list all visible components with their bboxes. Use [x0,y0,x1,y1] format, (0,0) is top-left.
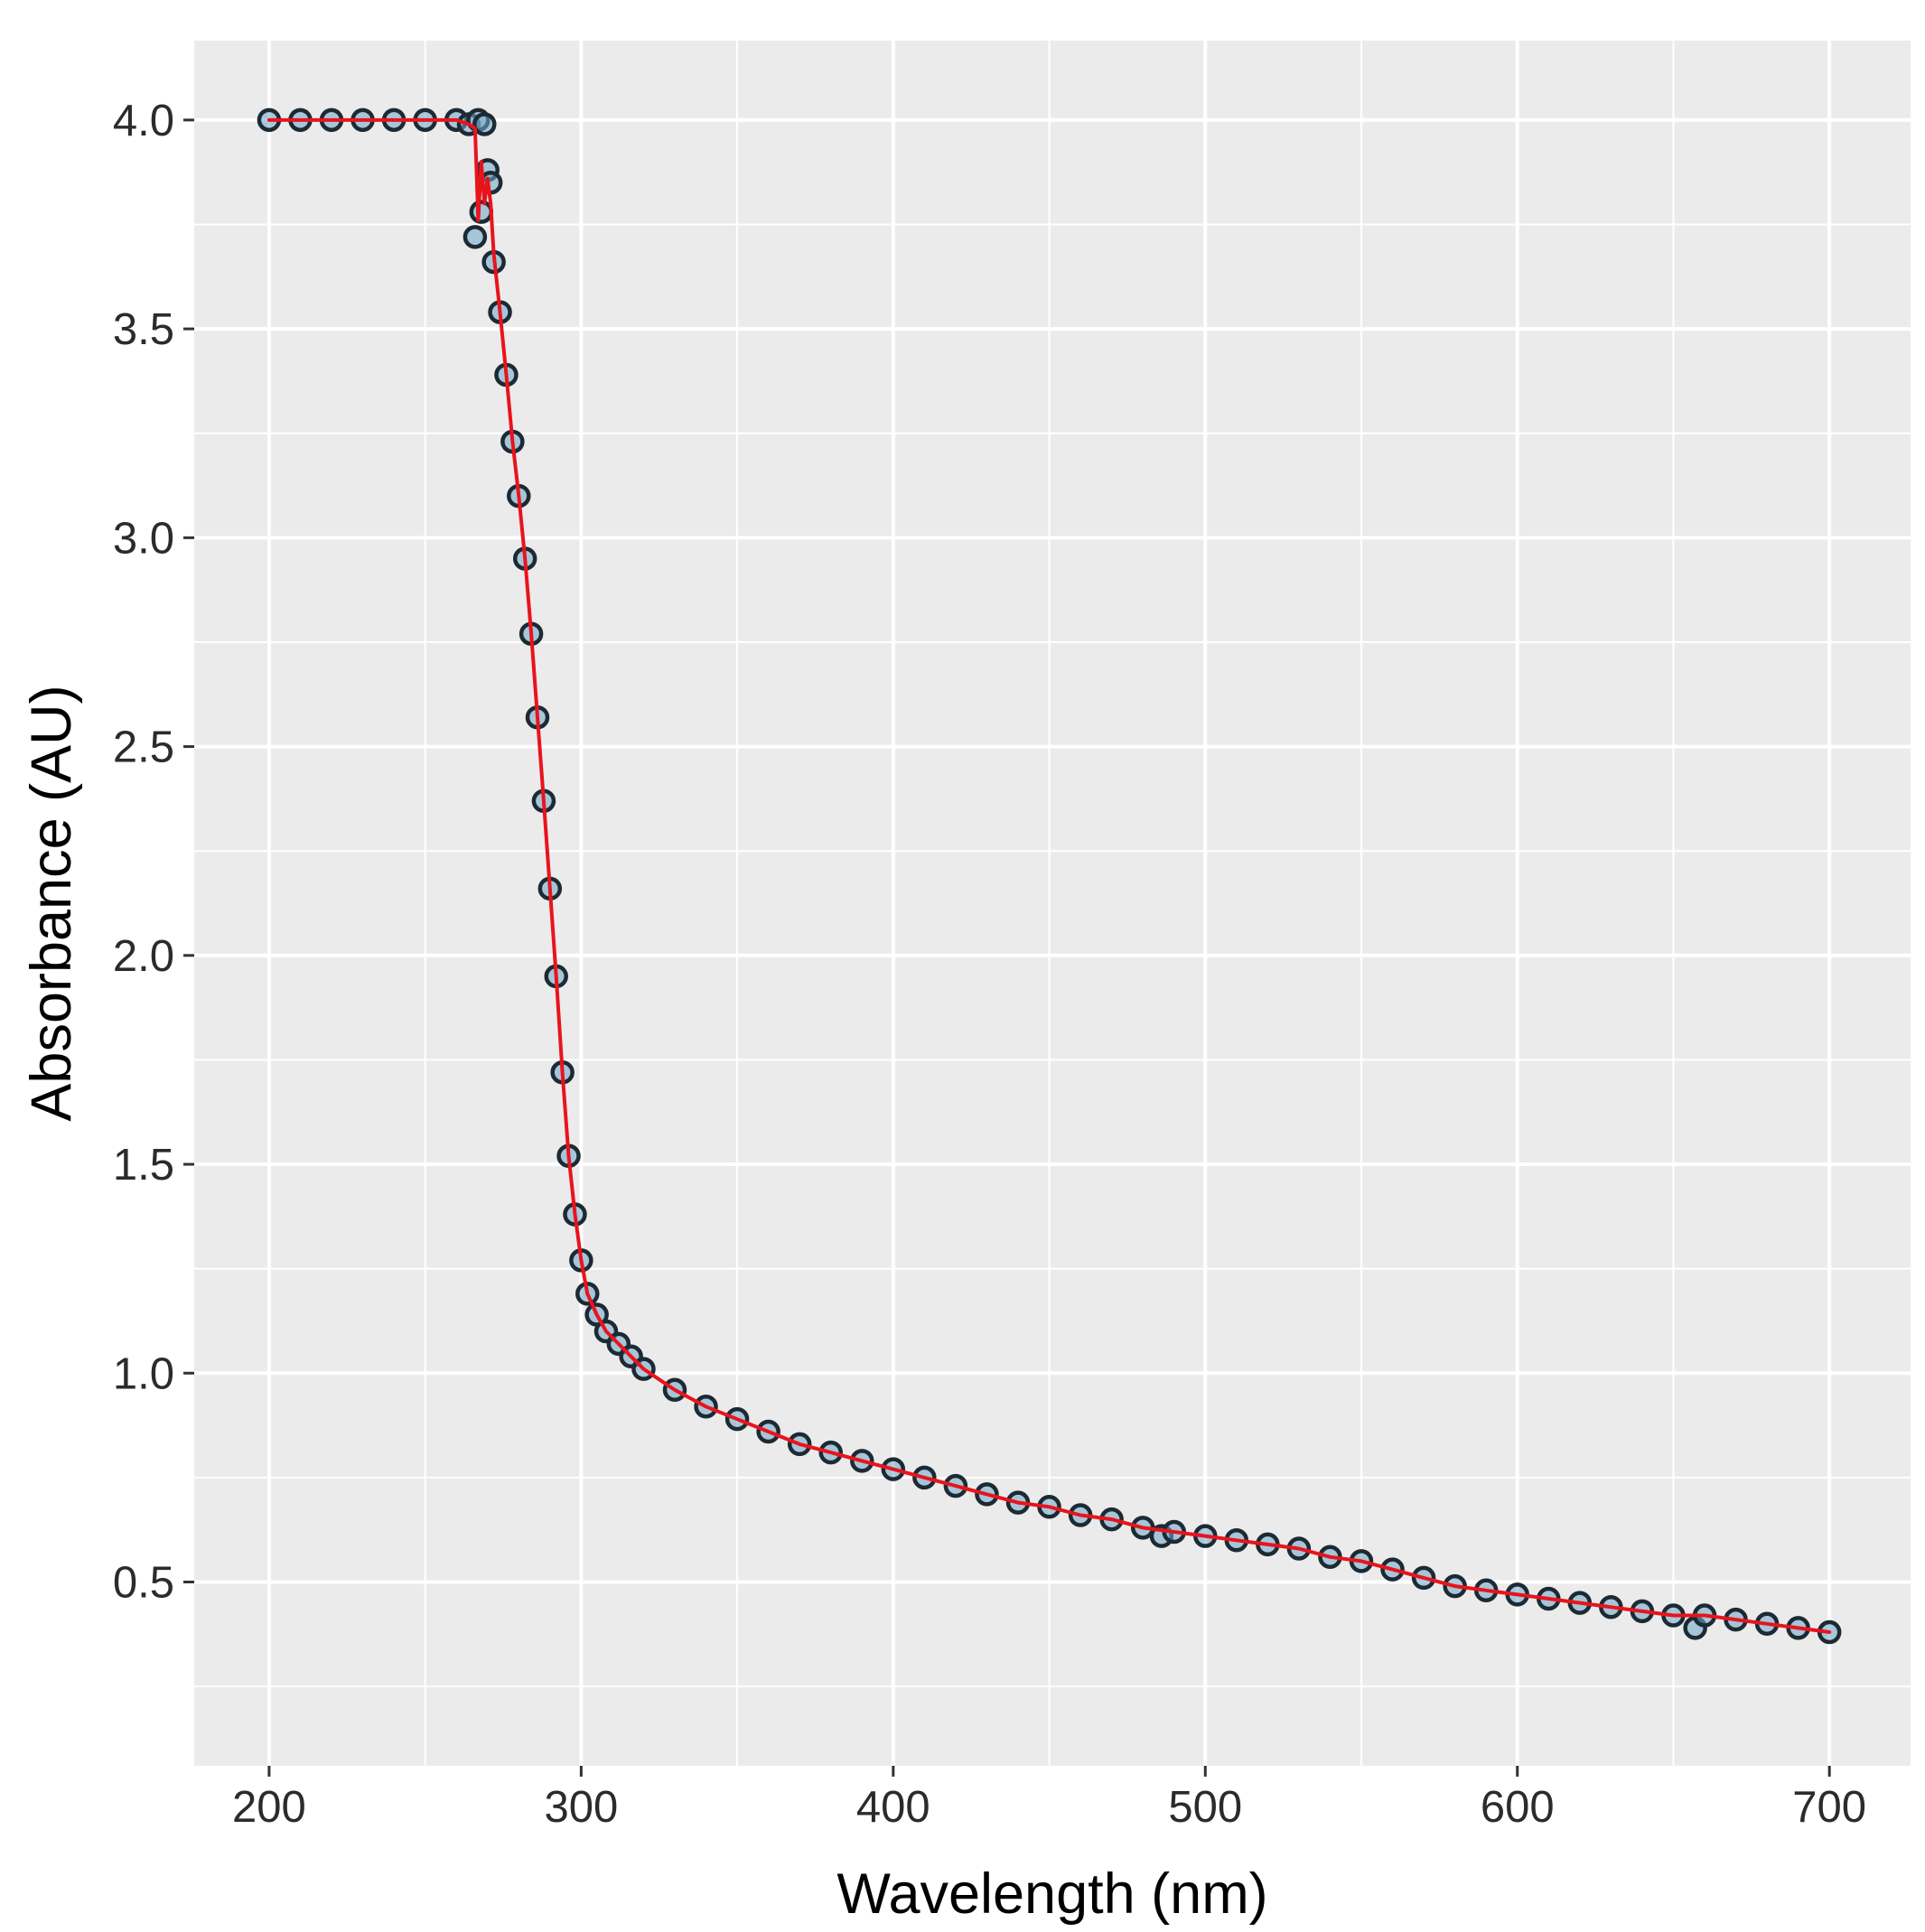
y-tick-label: 2.0 [113,932,174,981]
fit-line-path [266,117,1832,1634]
y-tick-label: 3.5 [113,305,174,354]
data-point [469,200,494,224]
y-tick-label: 0.5 [113,1559,174,1608]
y-tick-label: 4.0 [113,97,174,145]
x-axis-title: Wavelength (nm) [836,1862,1267,1926]
x-tick-label: 700 [1792,1783,1866,1832]
fit-line [266,117,1832,1634]
major-grid [194,41,1911,1766]
x-tick-label: 500 [1168,1783,1242,1832]
x-tick-label: 400 [856,1783,930,1832]
axis-ticks [183,118,1831,1777]
y-tick-label: 1.0 [113,1349,174,1398]
data-point [463,225,488,249]
y-tick-label: 1.5 [113,1141,174,1190]
tick-labels: 200 300 400 500 600 700 0.5 1.0 1.5 2.0 2.5 3.0 3.5 4… [113,97,1866,1832]
y-tick-label: 2.5 [113,723,174,772]
x-tick-label: 200 [232,1783,306,1832]
y-axis-title: Absorbance (AU) [20,685,83,1121]
data-point [472,112,497,136]
y-tick-label: 3.0 [113,514,174,563]
x-tick-label: 300 [544,1783,618,1832]
x-tick-label: 600 [1481,1783,1555,1832]
